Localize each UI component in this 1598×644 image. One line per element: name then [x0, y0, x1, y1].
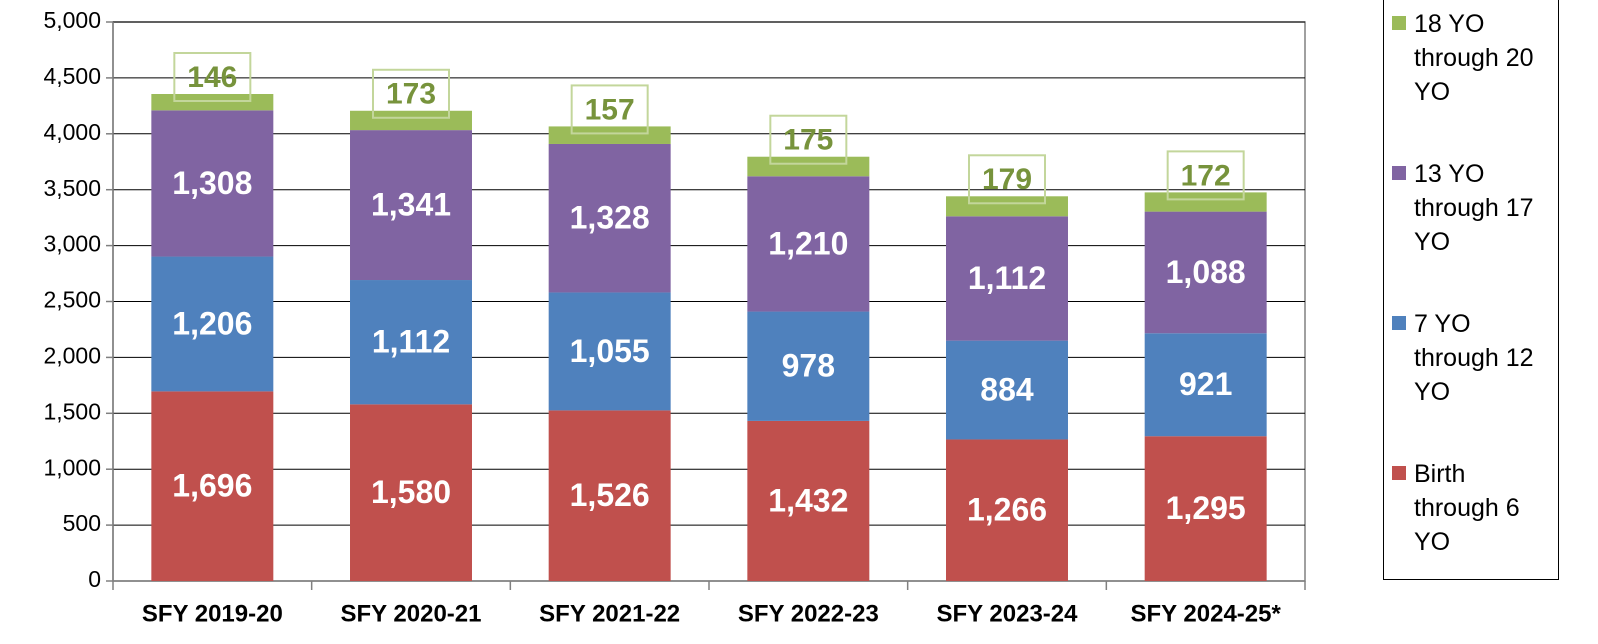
legend-item: 18 YO through 20 YO	[1392, 7, 1556, 109]
legend-swatch	[1392, 466, 1406, 480]
data-label-box	[372, 68, 450, 119]
data-label: 1,088	[1166, 254, 1246, 290]
data-label: 179	[982, 163, 1032, 196]
data-label: 173	[386, 78, 436, 111]
bar-segment	[548, 292, 671, 411]
y-tick-label: 5,000	[43, 7, 101, 33]
data-label: 172	[1181, 159, 1231, 192]
legend: 18 YO through 20 YO 13 YO through 17 YO 7 …	[1383, 0, 1559, 580]
data-label: 1,295	[1166, 490, 1246, 526]
y-tick-label: 1,500	[43, 398, 101, 424]
data-label: 1,696	[172, 468, 252, 504]
legend-item: 7 YO through 12 YO	[1392, 307, 1556, 409]
data-label: 921	[1179, 366, 1232, 402]
data-label: 175	[783, 124, 833, 157]
bar-segment	[350, 280, 472, 405]
bar-segment	[1144, 436, 1267, 581]
bar-segment	[1144, 211, 1267, 334]
data-label-box	[769, 114, 848, 165]
bar-segment	[350, 130, 472, 281]
data-label: 1,432	[768, 482, 848, 518]
bar-segment	[350, 404, 472, 581]
data-label: 1,308	[172, 165, 252, 201]
bar-segment	[946, 196, 1068, 217]
y-tick-label: 3,500	[43, 175, 101, 201]
x-tick-label: SFY 2024-25*	[1131, 600, 1282, 627]
legend-swatch	[1392, 16, 1406, 30]
data-label: 1,112	[372, 324, 450, 360]
y-tick-label: 500	[63, 510, 101, 536]
bar-segment	[548, 410, 671, 581]
bar-segment	[747, 156, 870, 177]
bar-segment	[548, 126, 671, 144]
legend-item: 13 YO through 17 YO	[1392, 157, 1556, 259]
data-label: 1,055	[570, 333, 650, 369]
legend-label: 7 YO through 12 YO	[1414, 310, 1534, 406]
data-label-box	[968, 154, 1046, 205]
data-label-box	[1166, 150, 1245, 201]
y-tick-label: 2,000	[43, 342, 101, 368]
data-label: 1,206	[172, 305, 252, 341]
legend-item: Birth through 6 YO	[1392, 457, 1556, 559]
data-label: 1,580	[371, 474, 451, 510]
data-label: 1,526	[570, 477, 650, 513]
legend-swatch	[1392, 166, 1406, 180]
bar-segment	[747, 176, 870, 312]
bar-segment	[747, 311, 870, 421]
bar-segment	[350, 110, 472, 131]
y-tick-label: 2,500	[43, 287, 101, 313]
legend-label: Birth through 6 YO	[1414, 460, 1520, 556]
x-tick-label: SFY 2023-24	[937, 600, 1079, 627]
y-tick-label: 4,500	[43, 63, 101, 89]
y-tick-label: 4,000	[43, 119, 101, 145]
data-label: 884	[980, 371, 1034, 407]
bar-segment	[946, 439, 1068, 581]
x-tick-label: SFY 2022-23	[738, 600, 879, 627]
x-tick-label: SFY 2020-21	[341, 600, 482, 627]
legend-swatch	[1392, 316, 1406, 330]
bar-segment	[1144, 333, 1267, 437]
legend-label: 18 YO through 20 YO	[1414, 10, 1534, 106]
data-label: 1,341	[371, 187, 451, 223]
y-tick-label: 0	[88, 566, 101, 592]
data-label: 1,266	[967, 492, 1047, 528]
data-label: 1,112	[968, 260, 1046, 296]
x-tick-label: SFY 2019-20	[142, 600, 283, 627]
x-tick-label: SFY 2021-22	[539, 600, 680, 627]
bar-segment	[548, 143, 671, 293]
bar-segment	[151, 93, 274, 111]
bar-segment	[946, 216, 1068, 341]
y-tick-label: 3,000	[43, 231, 101, 257]
data-label: 1,328	[570, 200, 650, 236]
data-label: 146	[187, 61, 237, 94]
data-label: 978	[782, 348, 835, 384]
bar-segment	[151, 110, 274, 257]
data-label-box	[173, 51, 252, 102]
bar-segment	[747, 420, 870, 581]
legend-label: 13 YO through 17 YO	[1414, 160, 1534, 256]
bar-segment	[946, 340, 1068, 440]
data-label: 1,210	[768, 225, 848, 261]
bar-segment	[151, 256, 274, 392]
y-tick-label: 1,000	[43, 454, 101, 480]
data-label: 157	[585, 93, 635, 126]
bar-segment	[151, 391, 274, 581]
bar-segment	[1144, 192, 1267, 212]
data-label-box	[570, 84, 649, 135]
